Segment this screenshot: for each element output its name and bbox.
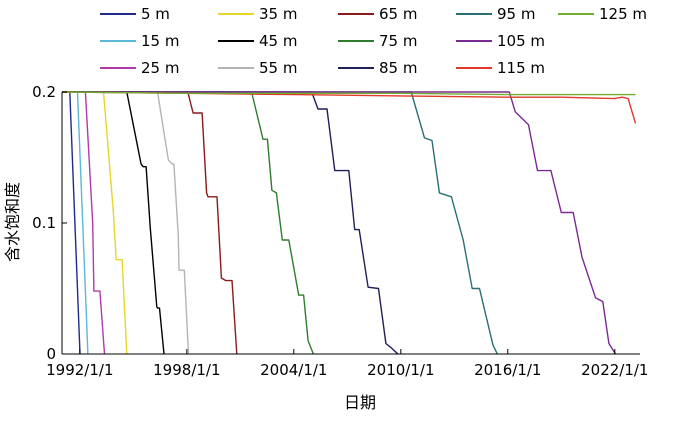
legend-item: 95 m xyxy=(456,5,535,23)
legend-label: 55 m xyxy=(259,59,297,77)
x-axis-title: 日期 xyxy=(344,393,376,412)
y-axis-title: 含水饱和度 xyxy=(3,182,22,262)
axes: 0 0.1 0.2 1992/1/1 1998/1/1 2004/1/1 2010/1/1 2… xyxy=(32,83,648,379)
legend-item: 115 m xyxy=(456,59,545,77)
series-line-95m xyxy=(62,91,498,355)
legend-item: 55 m xyxy=(218,59,297,77)
legend-item: 65 m xyxy=(338,5,417,23)
legend-item: 5 m xyxy=(100,5,170,23)
legend-label: 65 m xyxy=(379,5,417,23)
plot-area xyxy=(61,91,637,355)
legend-item: 25 m xyxy=(100,59,179,77)
legend-label: 115 m xyxy=(497,59,545,77)
legend-item: 35 m xyxy=(218,5,297,23)
legend-label: 85 m xyxy=(379,59,417,77)
series-line-85m xyxy=(62,91,399,355)
legend-label: 35 m xyxy=(259,5,297,23)
legend: 5 m 15 m 25 m 35 m 45 m 55 m 65 m 75 m 85 m 95 m 1… xyxy=(100,5,647,77)
series-line-55m xyxy=(62,91,190,355)
legend-label: 125 m xyxy=(599,5,647,23)
legend-label: 105 m xyxy=(497,32,545,50)
legend-item: 85 m xyxy=(338,59,417,77)
series-line-125m xyxy=(61,91,636,96)
series-line-75m xyxy=(62,91,315,355)
x-tick-label: 1992/1/1 xyxy=(46,361,113,379)
y-tick-label: 0.1 xyxy=(32,214,56,232)
legend-label: 15 m xyxy=(141,32,179,50)
x-tick-label: 2022/1/1 xyxy=(581,361,648,379)
x-tick-label: 2016/1/1 xyxy=(474,361,541,379)
x-tick-label: 2004/1/1 xyxy=(260,361,327,379)
legend-item: 45 m xyxy=(218,32,297,50)
legend-label: 25 m xyxy=(141,59,179,77)
legend-label: 75 m xyxy=(379,32,417,50)
y-tick-label: 0 xyxy=(46,345,56,363)
series-line-115m xyxy=(61,91,637,124)
legend-label: 95 m xyxy=(497,5,535,23)
legend-item: 75 m xyxy=(338,32,417,50)
x-tick-label: 1998/1/1 xyxy=(153,361,220,379)
y-tick-label: 0.2 xyxy=(32,83,56,101)
legend-item: 15 m xyxy=(100,32,179,50)
legend-item: 125 m xyxy=(558,5,647,23)
series-line-105m xyxy=(62,91,617,355)
legend-label: 5 m xyxy=(141,5,170,23)
legend-label: 45 m xyxy=(259,32,297,50)
series-line-65m xyxy=(62,91,238,355)
legend-item: 105 m xyxy=(456,32,545,50)
series-line-45m xyxy=(62,91,165,355)
x-tick-label: 2010/1/1 xyxy=(367,361,434,379)
